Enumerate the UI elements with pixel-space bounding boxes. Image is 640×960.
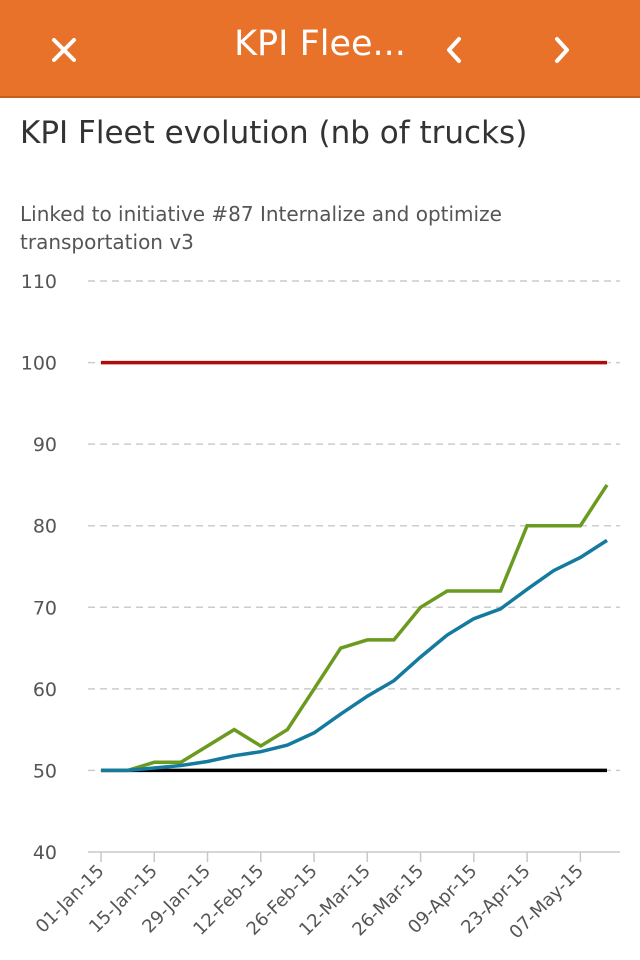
close-button[interactable] (42, 28, 86, 72)
series-line-actual: Actual (101, 538, 608, 773)
previous-button[interactable] (432, 28, 476, 72)
y-tick-label: 80 (33, 516, 57, 538)
chart-subtitle: Linked to initiative #87 Internalize and… (20, 202, 502, 254)
y-tick-label: 40 (33, 842, 57, 864)
close-icon (52, 38, 76, 62)
chevron-right-icon (555, 37, 569, 63)
y-tick-label: 60 (33, 679, 57, 701)
y-tick-label: 110 (21, 271, 57, 293)
chevron-left-icon (447, 37, 461, 63)
y-tick-label: 90 (33, 434, 57, 456)
top-bar: KPI Flee... (0, 0, 640, 98)
line-chart: 40506070809010011001-Jan-1515-Jan-1529-J… (21, 271, 620, 943)
page-title: KPI Flee... (234, 24, 406, 64)
chart-title: KPI Fleet evolution (nb of trucks) (20, 115, 528, 151)
y-tick-label: 50 (33, 760, 57, 782)
y-tick-label: 100 (21, 353, 57, 375)
y-tick-label: 70 (33, 597, 57, 619)
series-line-forecast: Forecast (101, 483, 609, 773)
next-button[interactable] (540, 28, 584, 72)
